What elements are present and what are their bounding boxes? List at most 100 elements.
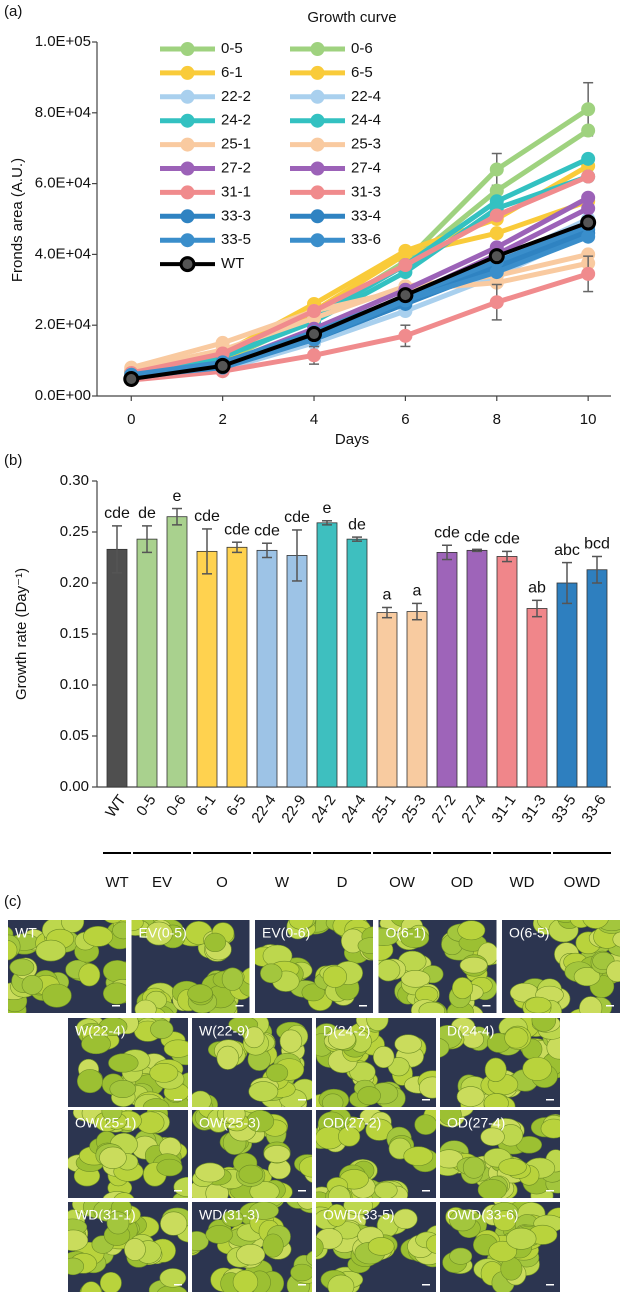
legend-marker	[179, 256, 196, 273]
photo	[378, 920, 497, 1013]
marker	[397, 287, 414, 304]
x-tick-label: WT	[102, 792, 129, 821]
marker	[489, 226, 504, 241]
legend-marker	[180, 185, 195, 200]
legend-label: 25-1	[221, 136, 251, 153]
marker	[489, 208, 504, 223]
legend-marker	[180, 233, 195, 248]
marker	[307, 348, 322, 363]
group-label: EV	[152, 874, 172, 891]
series-line	[130, 174, 589, 376]
group-label: D	[337, 874, 348, 891]
bar	[496, 556, 518, 788]
bar	[556, 582, 578, 788]
x-tick-label: 6-5	[223, 792, 249, 820]
photo-label: OW(25-3)	[199, 1115, 260, 1131]
legend-label: 25-3	[351, 136, 381, 153]
legend-label: 27-4	[351, 159, 381, 176]
bar	[466, 549, 488, 788]
photo-label: WT	[15, 925, 37, 941]
error-bar	[292, 529, 302, 582]
legend-marker	[310, 113, 325, 128]
x-tick-label: 4	[310, 411, 318, 428]
error-bar	[442, 544, 452, 561]
x-tick-label: 24-4	[338, 792, 369, 826]
y-tick-label: 0.10	[60, 676, 89, 693]
photo-label: OD(27-2)	[323, 1115, 381, 1131]
marker	[307, 304, 322, 319]
error-bar	[562, 561, 572, 605]
legend-label: 33-3	[221, 207, 251, 224]
y-tick-label: 0.25	[60, 523, 89, 540]
photo	[440, 1110, 560, 1198]
marker	[580, 214, 597, 231]
legend-marker	[180, 89, 195, 104]
marker	[489, 295, 504, 310]
photo-label: D(24-2)	[323, 1023, 370, 1039]
legend-label: 22-2	[221, 88, 251, 105]
x-tick-label: 2	[218, 411, 226, 428]
error-bar	[502, 550, 512, 563]
legend-marker	[180, 42, 195, 56]
legend-marker	[310, 233, 325, 248]
x-tick-label: 33-6	[578, 792, 609, 826]
panel-label: (b)	[4, 452, 22, 469]
x-tick-label: 22-4	[248, 792, 279, 826]
legend-label: 31-1	[221, 183, 251, 200]
group-label: OD	[451, 874, 474, 891]
marker	[581, 102, 596, 117]
bar	[196, 550, 218, 788]
significance-label: cde	[104, 505, 130, 522]
legend-marker	[310, 65, 325, 80]
legend-label: WT	[221, 255, 244, 272]
series-line	[130, 174, 590, 376]
x-tick-label: 25-1	[368, 792, 399, 826]
bar	[106, 548, 128, 788]
legend-label: 22-4	[351, 88, 381, 105]
legend-marker	[310, 161, 325, 176]
photo-label: OWD(33-6)	[447, 1207, 519, 1223]
group-label: O	[216, 874, 228, 891]
x-tick-label: 6	[401, 411, 409, 428]
significance-label: cde	[494, 531, 520, 548]
photo	[316, 1018, 436, 1107]
significance-label: de	[348, 516, 366, 533]
error-bar	[142, 525, 152, 554]
x-tick-label: 0-5	[133, 792, 159, 820]
legend-marker	[310, 137, 325, 152]
photo-label: WD(31-3)	[199, 1207, 260, 1223]
bar	[226, 546, 248, 788]
photo	[68, 1202, 188, 1292]
significance-label: a	[383, 587, 392, 604]
legend-label: 33-4	[351, 207, 381, 224]
y-tick-label: 0.00	[60, 778, 89, 795]
bar	[526, 608, 548, 788]
chart-title: Growth curve	[307, 9, 396, 26]
photo-label: EV(0-6)	[262, 925, 310, 941]
legend-label: 24-2	[221, 112, 251, 129]
significance-label: cde	[464, 529, 490, 546]
photo	[131, 920, 250, 1013]
photo	[440, 1018, 560, 1107]
legend-label: 6-5	[351, 64, 373, 81]
photo	[192, 1110, 312, 1198]
photo	[68, 1110, 188, 1198]
legend-label: 33-6	[351, 231, 381, 248]
photo	[502, 920, 620, 1013]
x-tick-label: 22-9	[278, 792, 309, 826]
legend-label: 27-2	[221, 159, 251, 176]
photo	[316, 1110, 436, 1198]
error-bar	[412, 602, 422, 621]
significance-label: cde	[284, 509, 310, 526]
y-tick-label: 0.30	[60, 472, 89, 489]
photo-label: W(22-4)	[75, 1023, 126, 1039]
x-tick-label: 24-2	[308, 792, 339, 826]
significance-label: cde	[194, 508, 220, 525]
photo	[192, 1018, 312, 1107]
significance-label: ab	[528, 580, 546, 597]
significance-label: cde	[224, 521, 250, 538]
bar	[406, 611, 428, 788]
significance-label: abc	[554, 542, 580, 559]
x-tick-label: 10	[580, 411, 597, 428]
